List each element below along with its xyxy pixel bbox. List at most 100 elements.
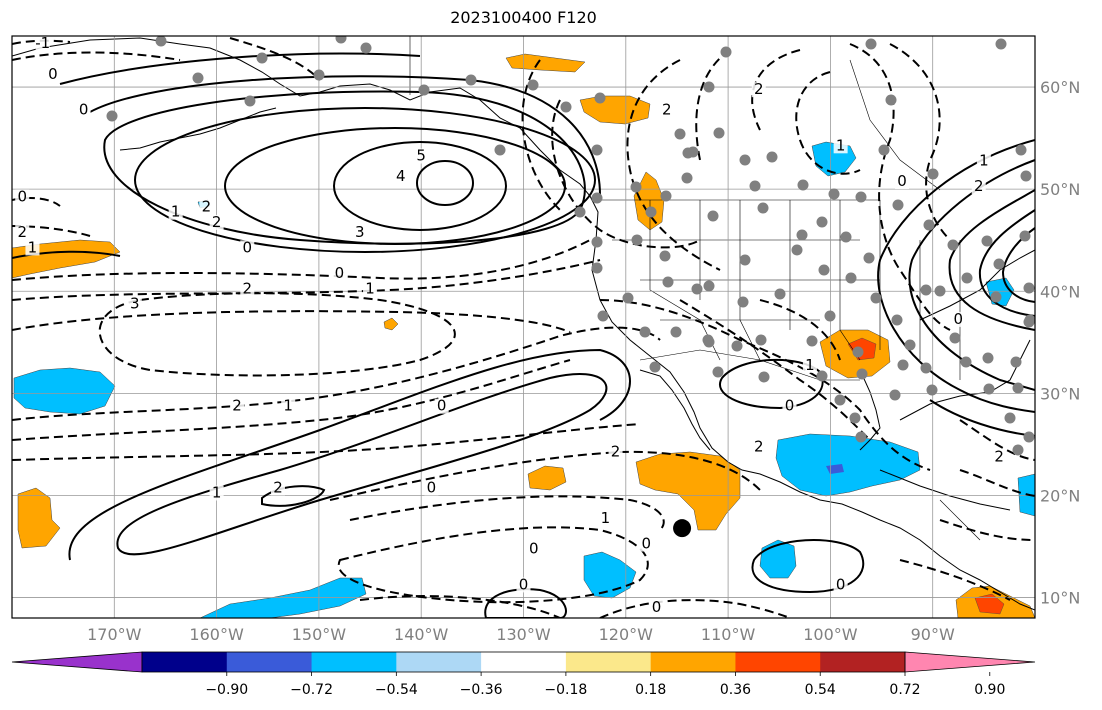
contour-label: 5 — [416, 147, 426, 165]
contour-label-bg — [76, 102, 91, 118]
contour-label-bg — [209, 485, 224, 501]
station-point — [645, 206, 657, 218]
map-title: 2023100400 F120 — [450, 8, 597, 27]
contour-label-bg — [127, 296, 142, 312]
contour-label-bg — [15, 189, 30, 205]
shade-red — [974, 593, 1005, 615]
station-point — [960, 356, 972, 368]
station-point — [591, 192, 603, 204]
station-point — [691, 283, 703, 295]
station-point — [1023, 282, 1035, 294]
station-point — [816, 370, 828, 382]
station-point — [1023, 316, 1035, 328]
contour-label-bg — [35, 36, 50, 52]
station-point — [707, 210, 719, 222]
contour-label: 0 — [48, 65, 58, 83]
contour-label-bg — [649, 599, 664, 615]
colorbar-tick-label: 0.18 — [635, 682, 666, 698]
contour-label: 0 — [17, 187, 27, 205]
contour-label-bg — [332, 265, 347, 281]
station-point — [849, 412, 861, 424]
shade-orange — [505, 53, 586, 73]
location-marker — [673, 519, 692, 538]
station-point — [649, 361, 661, 373]
contour-label: 1 — [836, 136, 846, 154]
longitude-labels: 170°W 160°W 150°W 140°W 130°W 120°W 110°W 100°W… — [87, 625, 955, 644]
contour-label-bg — [976, 153, 991, 169]
station-point — [687, 146, 699, 158]
colorbar-outline — [141, 651, 906, 673]
contour-label-bg — [424, 480, 439, 496]
contour-label: 0 — [335, 264, 345, 282]
shade-orange — [527, 465, 567, 491]
station-point — [660, 190, 672, 202]
station-point — [852, 346, 864, 358]
contour-label-bg — [199, 199, 214, 215]
colorbar-segment — [311, 652, 397, 672]
station-point — [1010, 356, 1022, 368]
longitude-tick-label: 150°W — [292, 625, 347, 644]
contour-label: 1 — [28, 238, 38, 256]
station-point — [155, 36, 167, 47]
contour-label-bg — [951, 311, 966, 327]
station-point — [739, 154, 751, 166]
longitude-tick-label: 160°W — [189, 625, 244, 644]
station-point — [591, 144, 603, 156]
contour-label: 1 — [979, 152, 989, 170]
station-point — [796, 229, 808, 241]
contour-label-bg — [516, 577, 531, 593]
longitude-tick-label: 90°W — [911, 625, 955, 644]
shade-blue — [199, 577, 367, 618]
contour-label: 0 — [641, 535, 651, 553]
contour-label-bg — [240, 240, 255, 256]
station-point — [983, 383, 995, 395]
station-point — [982, 352, 994, 364]
station-point — [990, 291, 1002, 303]
longitude-tick-label: 130°W — [496, 625, 551, 644]
station-point — [360, 42, 372, 54]
contour-label: 0 — [652, 598, 662, 616]
colorbar-tick-label: −0.90 — [205, 682, 248, 698]
station-point — [335, 36, 347, 44]
colorbar-segment — [650, 652, 736, 672]
station-point — [863, 252, 875, 264]
station-point — [591, 262, 603, 274]
station-point — [192, 72, 204, 84]
station-points — [106, 36, 1035, 456]
contour-label: 1 — [171, 203, 181, 221]
station-point — [923, 219, 935, 231]
contour-label-bg — [639, 536, 654, 552]
station-point — [995, 38, 1007, 50]
contour-label: 1 — [601, 509, 611, 527]
shade-orange — [635, 451, 741, 531]
contour-label: 2 — [754, 438, 764, 456]
contour-label-bg — [895, 174, 910, 190]
contour-label: 2 — [232, 397, 242, 415]
contour-label: 1 — [365, 279, 375, 297]
station-point — [713, 127, 725, 139]
contour-label: 0 — [836, 575, 846, 593]
station-point — [856, 368, 868, 380]
station-point — [313, 69, 325, 81]
station-point — [597, 310, 609, 322]
contour-label: 4 — [396, 167, 406, 185]
contour-label-bg — [802, 357, 817, 373]
contour-label: 0 — [243, 238, 253, 256]
station-point — [828, 188, 840, 200]
station-point — [631, 234, 643, 246]
station-point — [806, 335, 818, 347]
station-point — [703, 81, 715, 93]
contour-label: 2 — [17, 223, 27, 241]
station-point — [594, 92, 606, 104]
shade-orange — [17, 487, 61, 549]
contour-label-bg — [971, 179, 986, 195]
contour-label: 2 — [662, 101, 672, 119]
contour-label-bg — [209, 214, 224, 230]
contour-label-bg — [240, 281, 255, 297]
station-point — [889, 389, 901, 401]
station-point — [904, 339, 916, 351]
station-point — [755, 334, 767, 346]
station-point — [824, 310, 836, 322]
colorbar-tick-label: 0.54 — [805, 682, 836, 698]
